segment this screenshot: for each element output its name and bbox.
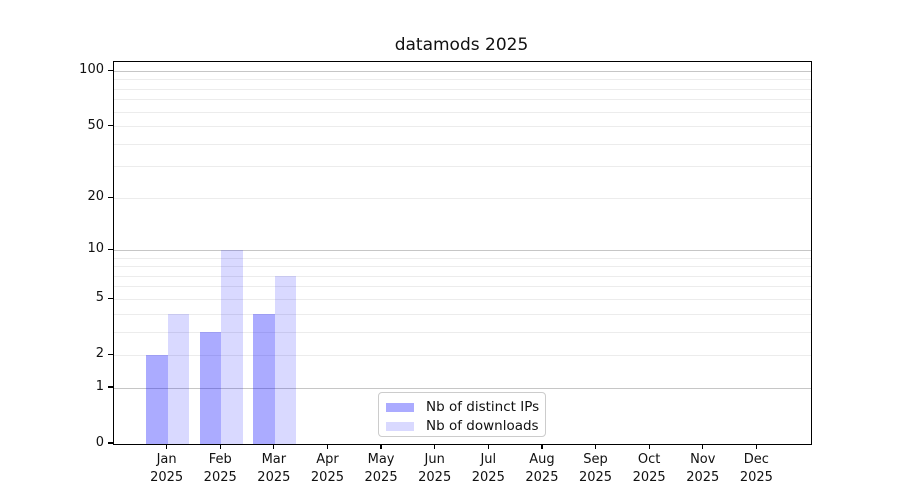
y-tick-mark — [108, 386, 113, 388]
x-tick-month: Jun — [424, 452, 445, 467]
gridline-minor — [114, 126, 811, 128]
x-tick-label-feb: Feb 2025 — [188, 451, 252, 486]
x-tick-month: Nov — [690, 452, 716, 467]
y-tick-label: 20 — [87, 189, 104, 205]
x-tick-year: 2025 — [578, 469, 613, 485]
x-tick-mark — [487, 444, 489, 449]
x-tick-month: Jul — [480, 452, 497, 467]
gridline-minor — [114, 298, 811, 300]
legend: Nb of distinct IPs Nb of downloads — [378, 392, 546, 437]
y-tick-mark — [108, 442, 113, 444]
gridline-minor — [114, 286, 811, 288]
gridline-minor — [114, 111, 811, 113]
bar-distinct-ips-jan — [146, 355, 168, 444]
x-tick-month: Apr — [316, 452, 339, 467]
y-tick-label: 100 — [79, 62, 104, 78]
x-tick-mark — [219, 444, 221, 449]
x-tick-mark — [594, 444, 597, 449]
x-tick-mark — [648, 444, 650, 449]
gridline-minor — [114, 275, 811, 277]
gridline-minor — [114, 266, 811, 268]
x-tick-mark — [165, 444, 168, 449]
x-tick-year: 2025 — [364, 469, 398, 485]
x-tick-year: 2025 — [310, 469, 344, 485]
x-tick-label-nov: Nov 2025 — [671, 451, 735, 486]
x-tick-label-may: May 2025 — [349, 451, 413, 486]
y-tick-label: 0 — [95, 435, 104, 450]
chart-title: datamods 2025 — [394, 35, 529, 55]
x-tick-month: Oct — [637, 452, 661, 467]
y-tick-label: 1 — [95, 379, 104, 395]
bar-distinct-ips-feb — [199, 332, 222, 444]
x-tick-mark — [380, 444, 382, 449]
x-tick-label-mar: Mar 2025 — [242, 451, 306, 486]
y-tick-mark — [108, 353, 113, 355]
x-tick-year: 2025 — [203, 469, 237, 485]
x-tick-label-jan: Jan 2025 — [135, 451, 199, 486]
legend-item-downloads: Nb of downloads — [386, 417, 545, 435]
x-tick-year: 2025 — [471, 469, 505, 485]
plot-area — [113, 61, 812, 445]
gridline-minor — [114, 354, 811, 356]
x-tick-year: 2025 — [686, 469, 720, 485]
y-tick-mark — [108, 124, 113, 127]
legend-item-distinct-ips: Nb of distinct IPs — [386, 398, 545, 416]
bar-downloads-mar — [274, 276, 297, 444]
x-tick-mark — [755, 444, 758, 449]
x-tick-mark — [702, 444, 704, 449]
x-tick-year: 2025 — [525, 469, 559, 485]
y-tick-mark — [108, 297, 113, 299]
bar-distinct-ips-mar — [253, 314, 275, 444]
x-tick-month: Sep — [583, 452, 608, 467]
x-tick-year: 2025 — [739, 469, 773, 485]
x-tick-year: 2025 — [418, 469, 452, 485]
y-tick-label: 50 — [87, 117, 104, 133]
y-tick-label: 5 — [95, 290, 104, 306]
gridline-minor — [114, 257, 811, 259]
y-tick-label: 10 — [87, 241, 104, 257]
x-tick-label-sep: Sep 2025 — [564, 451, 628, 486]
gridline-minor — [114, 166, 811, 168]
bar-downloads-feb — [221, 250, 243, 444]
legend-swatch-distinct-ips — [386, 402, 414, 412]
gridline-minor — [114, 331, 811, 333]
legend-label-downloads: Nb of downloads — [426, 418, 539, 434]
legend-swatch-downloads — [386, 421, 414, 431]
x-tick-label-apr: Apr 2025 — [295, 451, 359, 486]
gridline-minor — [114, 143, 811, 145]
gridline-major — [114, 249, 811, 251]
x-tick-label-dec: Dec 2025 — [724, 451, 788, 486]
x-tick-mark — [326, 444, 329, 449]
gridline-minor — [114, 88, 811, 90]
x-tick-year: 2025 — [150, 469, 184, 485]
x-tick-year: 2025 — [632, 469, 666, 485]
gridline-minor — [114, 197, 811, 199]
x-tick-month: Aug — [529, 452, 555, 467]
gridline-major — [114, 387, 811, 389]
x-tick-mark — [434, 444, 436, 449]
y-tick-mark — [108, 69, 113, 72]
y-tick-mark — [108, 196, 113, 198]
gridline-minor — [114, 99, 811, 101]
x-tick-label-oct: Oct 2025 — [617, 451, 681, 486]
y-tick-label: 2 — [95, 346, 104, 362]
x-tick-month: Jan — [156, 452, 177, 467]
gridline-major — [114, 70, 811, 72]
gridline-minor — [114, 79, 811, 81]
x-tick-month: Dec — [743, 452, 769, 467]
x-tick-month: May — [367, 452, 395, 467]
x-tick-year: 2025 — [257, 469, 291, 485]
x-tick-month: Mar — [261, 452, 287, 467]
legend-label-distinct-ips: Nb of distinct IPs — [426, 399, 540, 415]
x-tick-label-jul: Jul 2025 — [456, 451, 520, 486]
x-tick-month: Feb — [208, 452, 232, 467]
x-tick-mark — [541, 444, 543, 449]
gridline-minor — [114, 313, 811, 315]
y-tick-mark — [108, 248, 113, 251]
x-tick-mark — [273, 444, 275, 449]
bar-downloads-jan — [167, 314, 190, 444]
x-tick-label-aug: Aug 2025 — [510, 451, 574, 486]
x-tick-label-jun: Jun 2025 — [403, 451, 467, 486]
